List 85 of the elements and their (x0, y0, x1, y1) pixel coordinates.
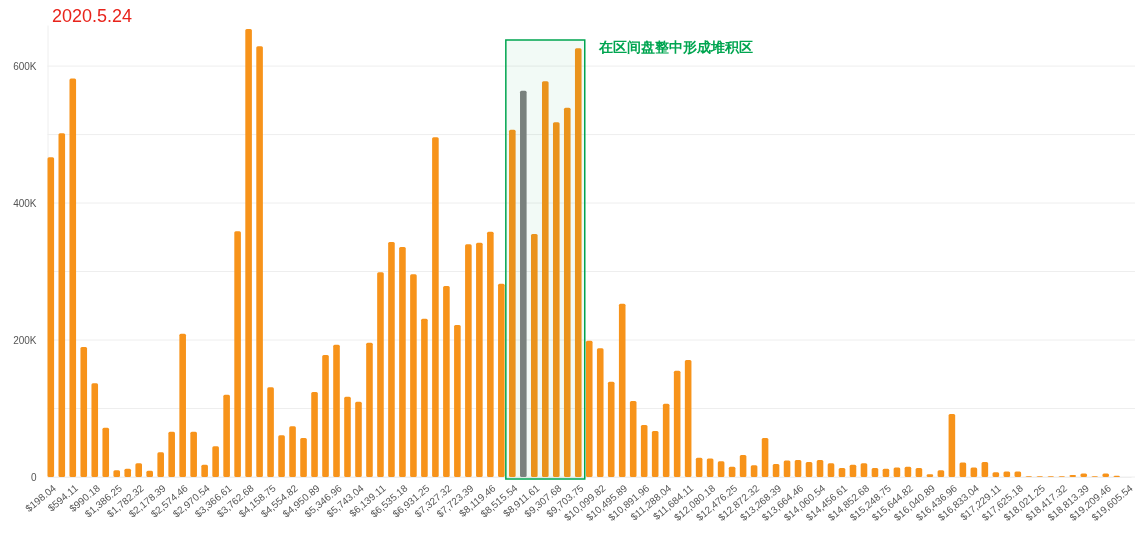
bar (509, 129, 516, 477)
bar (289, 426, 296, 477)
bar (344, 396, 351, 477)
bar (190, 431, 197, 477)
bar (662, 403, 670, 477)
bar (948, 413, 956, 477)
bar (937, 470, 945, 477)
bar (47, 157, 55, 477)
bar (772, 463, 780, 477)
bar (739, 455, 747, 477)
bar (388, 242, 395, 477)
bar (311, 392, 318, 477)
bar (267, 387, 274, 477)
bar (750, 465, 758, 477)
bar (695, 457, 703, 477)
bar (915, 468, 923, 477)
bar (542, 81, 549, 477)
bar (498, 283, 505, 477)
bar (212, 446, 219, 477)
bar (684, 359, 692, 477)
bar (596, 348, 604, 477)
bar (640, 424, 648, 477)
bar (717, 461, 725, 477)
bar (761, 437, 769, 477)
bar (421, 318, 428, 477)
bar (443, 285, 450, 477)
bar (476, 242, 483, 477)
bar (399, 246, 406, 477)
bar (871, 468, 879, 477)
bar (805, 461, 813, 477)
chart-title: 2020.5.24 (52, 6, 133, 26)
bar (531, 233, 538, 477)
bar (124, 468, 132, 477)
bar (256, 46, 263, 477)
bar (794, 459, 802, 477)
bar (69, 78, 77, 477)
bar (146, 470, 153, 477)
bar (333, 344, 340, 477)
bar (651, 431, 659, 477)
y-tick-label: 200K (13, 334, 37, 346)
bar (838, 468, 846, 477)
bar (585, 340, 593, 477)
bar (245, 29, 252, 477)
y-tick-label: 400K (13, 197, 37, 209)
bar (860, 463, 868, 477)
y-tick-label: 0 (30, 471, 37, 483)
bar (618, 303, 626, 477)
bar (574, 48, 582, 477)
bar (563, 107, 571, 477)
bar (970, 467, 978, 477)
bar (201, 464, 208, 477)
bar (520, 90, 527, 477)
bar (366, 342, 373, 477)
bar (465, 244, 472, 477)
bar (157, 452, 164, 477)
bar (179, 333, 186, 477)
bar (607, 381, 615, 477)
bar (552, 122, 560, 477)
bar (234, 231, 241, 477)
bar (58, 133, 66, 477)
bar (300, 437, 307, 477)
bar (102, 427, 110, 477)
bar (893, 467, 901, 477)
bar (223, 394, 230, 477)
bar (322, 355, 329, 477)
bar (432, 137, 439, 477)
bar (278, 435, 285, 477)
bar (91, 383, 99, 477)
bar (168, 431, 175, 477)
band-label: 在区间盘整中形成堆积区 (597, 39, 753, 55)
bar (410, 274, 417, 477)
bar (816, 459, 824, 477)
bar (113, 470, 121, 477)
bar (673, 370, 681, 477)
bar (80, 346, 88, 477)
bar (487, 231, 494, 477)
bar (454, 324, 461, 477)
bar (827, 463, 835, 477)
y-tick-label: 600K (13, 60, 37, 72)
bar (135, 463, 142, 477)
bar (355, 401, 362, 477)
bar (377, 272, 384, 477)
bar (992, 472, 1000, 477)
bar (629, 400, 637, 477)
bar (981, 461, 989, 477)
